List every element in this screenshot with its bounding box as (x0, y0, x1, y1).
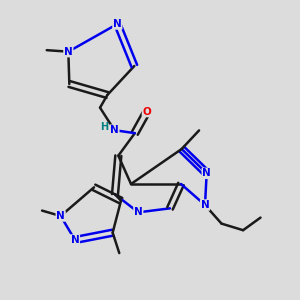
Text: N: N (201, 200, 209, 210)
Text: N: N (202, 168, 211, 178)
Text: N: N (70, 235, 80, 245)
Text: N: N (113, 19, 122, 29)
Text: O: O (142, 106, 151, 117)
Text: H: H (100, 122, 108, 132)
Text: N: N (134, 207, 143, 217)
Text: N: N (64, 47, 73, 57)
Text: N: N (110, 125, 119, 135)
Text: N: N (56, 211, 65, 221)
